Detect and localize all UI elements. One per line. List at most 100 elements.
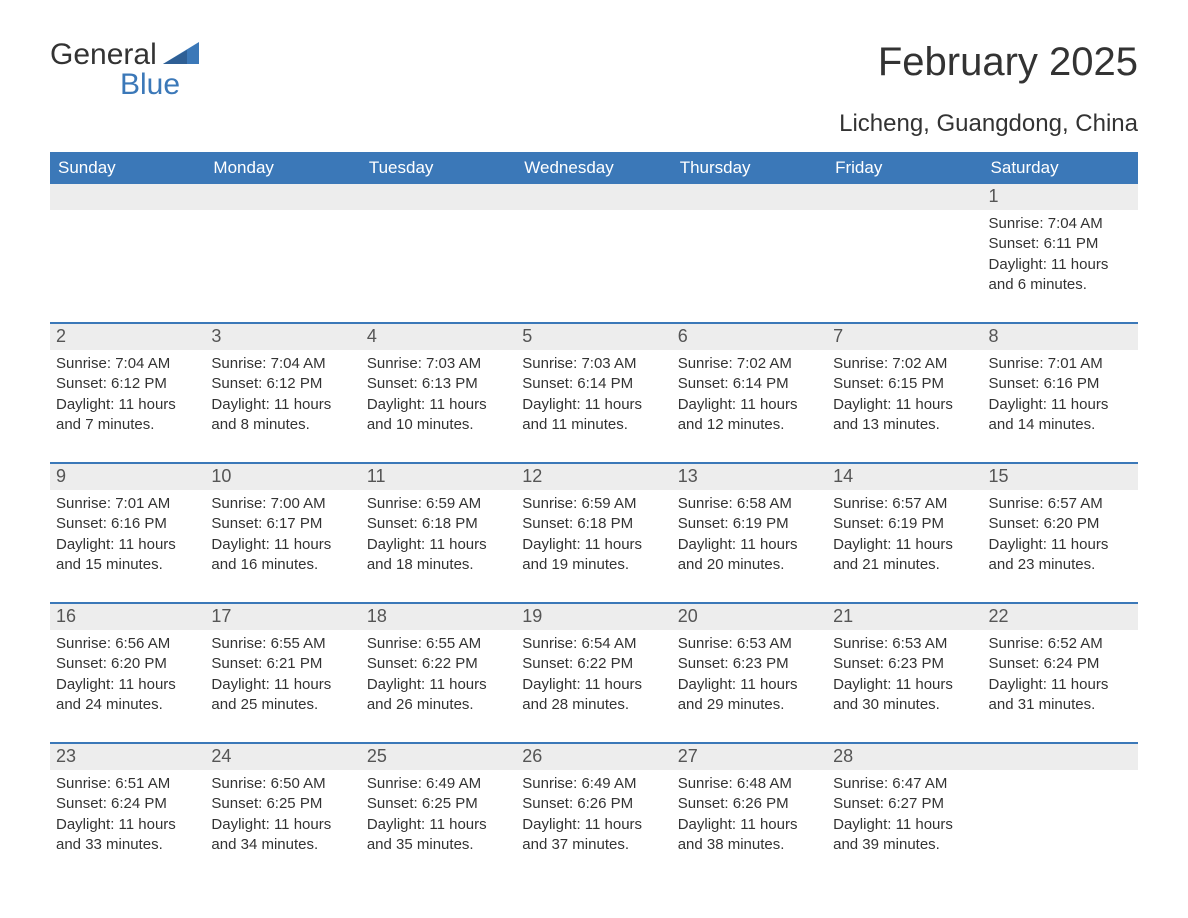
daylight-text: Daylight: 11 hours and 16 minutes.	[211, 535, 354, 576]
calendar-cell	[516, 184, 671, 304]
date-number: 9	[50, 464, 205, 490]
day-headers-row: SundayMondayTuesdayWednesdayThursdayFrid…	[50, 152, 1138, 184]
daylight-text: Daylight: 11 hours and 23 minutes.	[989, 535, 1132, 576]
calendar-cell: 6Sunrise: 7:02 AMSunset: 6:14 PMDaylight…	[672, 324, 827, 444]
date-number: 26	[516, 744, 671, 770]
sunset-text: Sunset: 6:22 PM	[367, 654, 510, 674]
date-number	[50, 184, 205, 210]
daylight-text: Daylight: 11 hours and 6 minutes.	[989, 255, 1132, 296]
daylight-text: Daylight: 11 hours and 35 minutes.	[367, 815, 510, 856]
logo: General Blue	[50, 40, 199, 100]
month-title: February 2025	[878, 40, 1138, 85]
sunset-text: Sunset: 6:18 PM	[522, 514, 665, 534]
sunset-text: Sunset: 6:16 PM	[989, 374, 1132, 394]
sunrise-text: Sunrise: 6:56 AM	[56, 634, 199, 654]
daylight-text: Daylight: 11 hours and 18 minutes.	[367, 535, 510, 576]
daylight-text: Daylight: 11 hours and 24 minutes.	[56, 675, 199, 716]
day-header: Saturday	[983, 152, 1138, 184]
day-header: Monday	[205, 152, 360, 184]
daylight-text: Daylight: 11 hours and 11 minutes.	[522, 395, 665, 436]
calendar-cell: 9Sunrise: 7:01 AMSunset: 6:16 PMDaylight…	[50, 464, 205, 584]
calendar-cell: 7Sunrise: 7:02 AMSunset: 6:15 PMDaylight…	[827, 324, 982, 444]
cell-body: Sunrise: 7:03 AMSunset: 6:14 PMDaylight:…	[516, 350, 671, 435]
cell-body: Sunrise: 6:57 AMSunset: 6:20 PMDaylight:…	[983, 490, 1138, 575]
sunset-text: Sunset: 6:12 PM	[211, 374, 354, 394]
daylight-text: Daylight: 11 hours and 33 minutes.	[56, 815, 199, 856]
calendar-cell: 4Sunrise: 7:03 AMSunset: 6:13 PMDaylight…	[361, 324, 516, 444]
date-number: 13	[672, 464, 827, 490]
cell-body: Sunrise: 6:52 AMSunset: 6:24 PMDaylight:…	[983, 630, 1138, 715]
logo-text-block: General Blue	[50, 40, 199, 100]
calendar-cell: 5Sunrise: 7:03 AMSunset: 6:14 PMDaylight…	[516, 324, 671, 444]
sunrise-text: Sunrise: 6:59 AM	[367, 494, 510, 514]
calendar-cell	[205, 184, 360, 304]
calendar-cell: 28Sunrise: 6:47 AMSunset: 6:27 PMDayligh…	[827, 744, 982, 864]
sunset-text: Sunset: 6:21 PM	[211, 654, 354, 674]
sunrise-text: Sunrise: 6:55 AM	[211, 634, 354, 654]
date-number: 1	[983, 184, 1138, 210]
calendar-cell	[361, 184, 516, 304]
calendar-cell	[827, 184, 982, 304]
calendar-cell: 12Sunrise: 6:59 AMSunset: 6:18 PMDayligh…	[516, 464, 671, 584]
calendar-cell: 24Sunrise: 6:50 AMSunset: 6:25 PMDayligh…	[205, 744, 360, 864]
page-header: General Blue February 2025	[50, 40, 1138, 100]
cell-body: Sunrise: 6:58 AMSunset: 6:19 PMDaylight:…	[672, 490, 827, 575]
week-row: 1Sunrise: 7:04 AMSunset: 6:11 PMDaylight…	[50, 184, 1138, 304]
sunrise-text: Sunrise: 6:49 AM	[367, 774, 510, 794]
daylight-text: Daylight: 11 hours and 21 minutes.	[833, 535, 976, 576]
day-header: Tuesday	[361, 152, 516, 184]
day-header: Wednesday	[516, 152, 671, 184]
cell-body: Sunrise: 6:55 AMSunset: 6:21 PMDaylight:…	[205, 630, 360, 715]
daylight-text: Daylight: 11 hours and 10 minutes.	[367, 395, 510, 436]
calendar-cell: 23Sunrise: 6:51 AMSunset: 6:24 PMDayligh…	[50, 744, 205, 864]
date-number: 11	[361, 464, 516, 490]
logo-word2: Blue	[120, 68, 180, 101]
daylight-text: Daylight: 11 hours and 8 minutes.	[211, 395, 354, 436]
date-number: 7	[827, 324, 982, 350]
daylight-text: Daylight: 11 hours and 26 minutes.	[367, 675, 510, 716]
calendar-cell: 21Sunrise: 6:53 AMSunset: 6:23 PMDayligh…	[827, 604, 982, 724]
sunset-text: Sunset: 6:25 PM	[367, 794, 510, 814]
day-header: Friday	[827, 152, 982, 184]
calendar-cell	[983, 744, 1138, 864]
day-header: Sunday	[50, 152, 205, 184]
calendar-cell: 15Sunrise: 6:57 AMSunset: 6:20 PMDayligh…	[983, 464, 1138, 584]
daylight-text: Daylight: 11 hours and 12 minutes.	[678, 395, 821, 436]
sunrise-text: Sunrise: 6:58 AM	[678, 494, 821, 514]
date-number: 22	[983, 604, 1138, 630]
sunset-text: Sunset: 6:27 PM	[833, 794, 976, 814]
date-number: 21	[827, 604, 982, 630]
date-number: 12	[516, 464, 671, 490]
sunrise-text: Sunrise: 6:53 AM	[833, 634, 976, 654]
sunrise-text: Sunrise: 7:01 AM	[56, 494, 199, 514]
flag-icon	[163, 42, 199, 64]
cell-body: Sunrise: 7:04 AMSunset: 6:12 PMDaylight:…	[50, 350, 205, 435]
calendar-cell	[672, 184, 827, 304]
sunrise-text: Sunrise: 6:57 AM	[833, 494, 976, 514]
cell-body: Sunrise: 7:02 AMSunset: 6:15 PMDaylight:…	[827, 350, 982, 435]
sunrise-text: Sunrise: 7:01 AM	[989, 354, 1132, 374]
week-row: 9Sunrise: 7:01 AMSunset: 6:16 PMDaylight…	[50, 462, 1138, 584]
sunrise-text: Sunrise: 7:02 AM	[833, 354, 976, 374]
calendar-cell: 11Sunrise: 6:59 AMSunset: 6:18 PMDayligh…	[361, 464, 516, 584]
date-number: 24	[205, 744, 360, 770]
calendar-cell: 13Sunrise: 6:58 AMSunset: 6:19 PMDayligh…	[672, 464, 827, 584]
calendar-cell: 26Sunrise: 6:49 AMSunset: 6:26 PMDayligh…	[516, 744, 671, 864]
daylight-text: Daylight: 11 hours and 7 minutes.	[56, 395, 199, 436]
sunset-text: Sunset: 6:12 PM	[56, 374, 199, 394]
weeks-container: 1Sunrise: 7:04 AMSunset: 6:11 PMDaylight…	[50, 184, 1138, 864]
cell-body: Sunrise: 6:48 AMSunset: 6:26 PMDaylight:…	[672, 770, 827, 855]
sunset-text: Sunset: 6:23 PM	[678, 654, 821, 674]
cell-body: Sunrise: 7:00 AMSunset: 6:17 PMDaylight:…	[205, 490, 360, 575]
date-number: 10	[205, 464, 360, 490]
sunrise-text: Sunrise: 6:57 AM	[989, 494, 1132, 514]
title-block: February 2025	[878, 40, 1138, 85]
sunrise-text: Sunrise: 6:52 AM	[989, 634, 1132, 654]
date-number: 16	[50, 604, 205, 630]
sunrise-text: Sunrise: 7:04 AM	[989, 214, 1132, 234]
date-number: 5	[516, 324, 671, 350]
daylight-text: Daylight: 11 hours and 15 minutes.	[56, 535, 199, 576]
cell-body: Sunrise: 6:49 AMSunset: 6:26 PMDaylight:…	[516, 770, 671, 855]
date-number	[983, 744, 1138, 770]
calendar-cell: 18Sunrise: 6:55 AMSunset: 6:22 PMDayligh…	[361, 604, 516, 724]
